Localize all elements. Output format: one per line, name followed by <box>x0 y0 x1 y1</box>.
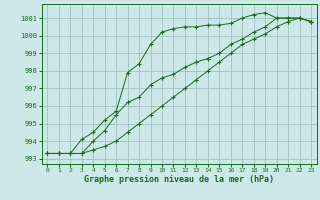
X-axis label: Graphe pression niveau de la mer (hPa): Graphe pression niveau de la mer (hPa) <box>84 175 274 184</box>
